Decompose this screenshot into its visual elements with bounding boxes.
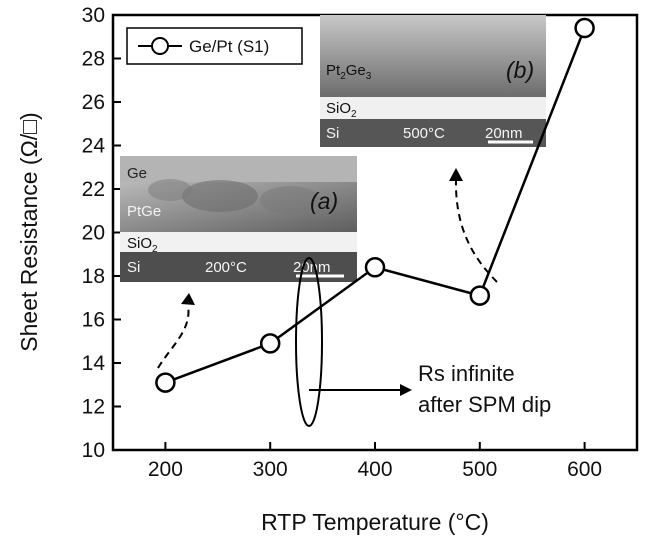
y-tick-label: 26 (82, 91, 105, 114)
y-tick-label: 24 (82, 135, 106, 158)
series-points (155, 17, 595, 393)
x-tick-label: 500 (462, 458, 497, 481)
data-point (155, 372, 176, 393)
data-point (259, 333, 281, 354)
inset-a-layer-ge: Ge (127, 165, 147, 182)
annotation-arrow-head (400, 384, 412, 396)
dashed-arrow-to-inset-b (454, 179, 498, 283)
inset-a-layer-ptge: PtGe (127, 203, 161, 220)
inset-a-layer-sio2: SiO2 (127, 235, 158, 255)
inset-a-grain (182, 180, 258, 212)
annotation-text-line2: after SPM dip (418, 392, 551, 417)
inset-a-ge-layer (120, 156, 357, 182)
y-tick-label: 28 (82, 48, 105, 71)
inset-b-label: (b) (506, 57, 534, 83)
inset-b-scale-label: 20nm (485, 125, 523, 142)
x-tick-label: 400 (357, 458, 392, 481)
annotation-ellipse (295, 257, 323, 427)
annotation-text-line1: Rs infinite (418, 361, 515, 386)
inset-a-temperature: 200°C (205, 259, 247, 276)
y-tick-label: 18 (82, 265, 105, 288)
inset-a-grain (260, 186, 320, 214)
y-tick-label: 16 (82, 309, 105, 332)
x-axis-title: RTP Temperature (°C) (261, 509, 489, 535)
dashed-arrow-head-a (181, 293, 195, 305)
axis-ticks (113, 14, 586, 451)
inset-a-sio2-layer (120, 232, 357, 252)
inset-a-layer-si: Si (127, 259, 140, 276)
y-tick-label: 22 (82, 178, 105, 201)
inset-b-layer-pt2ge3: Pt2Ge3 (326, 62, 372, 82)
x-tick-label: 600 (567, 458, 602, 481)
y-axis-title: Sheet Resistance (Ω/□) (16, 112, 42, 351)
inset-b-pt2ge3-layer (320, 15, 546, 97)
tick-labels: 200 300 400 500 600 10 12 14 16 18 20 22 24 26 28 30 (82, 4, 602, 481)
legend-marker (151, 37, 169, 55)
inset-b-layer-sio2: SiO2 (326, 100, 357, 120)
y-tick-label: 10 (82, 439, 105, 462)
data-point (364, 257, 386, 278)
data-point (469, 285, 491, 306)
dashed-arrow-to-inset-a (157, 304, 190, 369)
y-tick-label: 14 (82, 352, 106, 375)
data-point (574, 17, 595, 39)
y-tick-label: 20 (82, 222, 105, 245)
legend-label: Ge/Pt (S1) (189, 37, 269, 56)
y-tick-label: 12 (82, 396, 105, 419)
x-tick-label: 200 (148, 458, 183, 481)
x-tick-label: 300 (253, 458, 288, 481)
inset-b-tem-image: Pt2Ge3 SiO2 Si 500°C 20nm (b) (320, 15, 546, 147)
y-tick-label: 30 (82, 4, 105, 27)
inset-b-layer-si: Si (326, 125, 339, 142)
legend: Ge/Pt (S1) (126, 27, 303, 65)
inset-a-label: (a) (310, 188, 338, 214)
inset-a-scale-label: 20nm (293, 259, 331, 276)
dashed-arrow-head-b (449, 168, 463, 181)
inset-b-sio2-layer (320, 97, 546, 119)
inset-a-grain (148, 179, 192, 201)
inset-a-tem-image: Ge PtGe SiO2 Si 200°C 20nm (a) (120, 156, 357, 282)
inset-b-temperature: 500°C (403, 125, 445, 142)
